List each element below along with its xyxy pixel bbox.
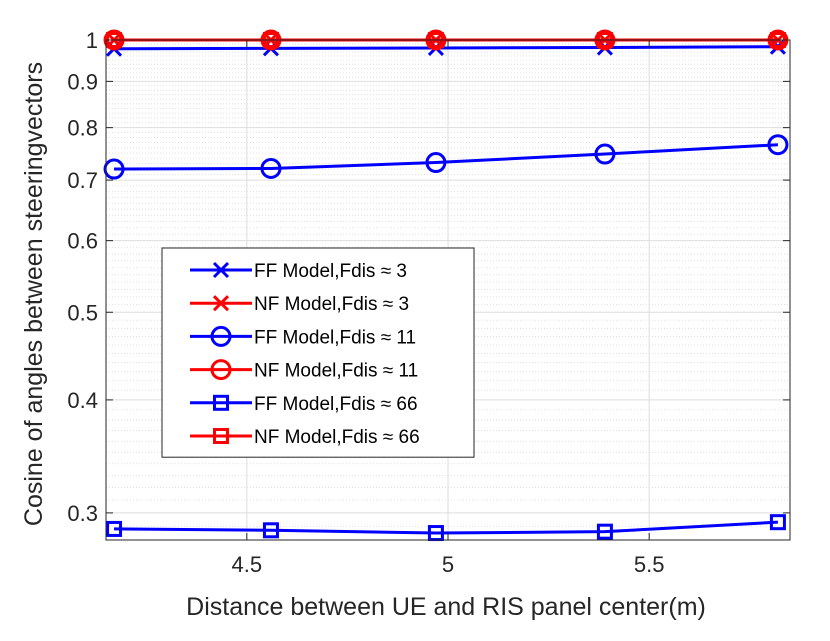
data-point (106, 520, 123, 537)
legend-label: FF Model,Fdis ≈ 3 (254, 261, 407, 282)
x-tick-label: 5 (442, 552, 454, 577)
legend-label: NF Model,Fdis ≈ 66 (254, 427, 420, 448)
data-point (262, 522, 279, 539)
data-point (103, 158, 125, 180)
y-tick-label: 0.6 (67, 229, 98, 254)
legend-label: NF Model,Fdis ≈ 11 (254, 361, 418, 382)
legend-item: NF Model,Fdis ≈ 3 (190, 294, 409, 315)
y-tick-label: 0.5 (67, 300, 98, 325)
y-tick-label: 1 (86, 28, 98, 53)
y-tick-label: 0.3 (67, 501, 98, 526)
legend-marker (212, 295, 230, 312)
data-point (767, 134, 789, 156)
data-point (769, 514, 786, 531)
legend-item: NF Model,Fdis ≈ 11 (190, 359, 418, 382)
series-line (114, 143, 779, 171)
legend-item: NF Model,Fdis ≈ 66 (190, 427, 420, 448)
legend-label: NF Model,Fdis ≈ 3 (254, 294, 409, 315)
legend-item: FF Model,Fdis ≈ 66 (190, 394, 418, 415)
legend-item: FF Model,Fdis ≈ 11 (190, 325, 416, 348)
x-axis-label: Distance between UE and RIS panel center… (186, 593, 706, 621)
data-point (425, 152, 447, 174)
legend-marker (210, 359, 232, 381)
x-tick-label: 5.5 (634, 552, 665, 577)
data-point (594, 143, 616, 165)
axis-ticks (106, 39, 790, 540)
data-point (260, 157, 282, 179)
y-tick-label: 0.4 (67, 388, 98, 413)
legend-label: FF Model,Fdis ≈ 11 (254, 327, 416, 348)
y-tick-labels: 0.3 0.4 0.5 0.6 0.7 0.8 0.9 1 (67, 28, 98, 526)
y-tick-label: 0.7 (67, 168, 98, 193)
y-tick-label: 0.9 (67, 69, 98, 94)
legend-marker (213, 428, 229, 444)
y-tick-label: 0.8 (67, 116, 98, 141)
series-3 (103, 134, 789, 180)
legend-marker (210, 325, 232, 347)
series-line (114, 520, 779, 535)
y-axis-label: Cosine of angles between steeringvectors (20, 62, 48, 526)
legend-item: FF Model,Fdis ≈ 3 (190, 261, 407, 282)
series-line (114, 45, 778, 51)
legend: FF Model,Fdis ≈ 3 NF Model,Fdis ≈ 3 FF Mod… (161, 247, 475, 458)
x-tick-labels: 4.5 5 5.5 (232, 552, 665, 577)
legend-label: FF Model,Fdis ≈ 66 (254, 394, 418, 415)
legend-box (161, 247, 475, 458)
legend-marker (213, 394, 229, 411)
data-point (596, 523, 613, 540)
legend-marker (212, 261, 230, 279)
x-tick-label: 4.5 (232, 552, 263, 577)
